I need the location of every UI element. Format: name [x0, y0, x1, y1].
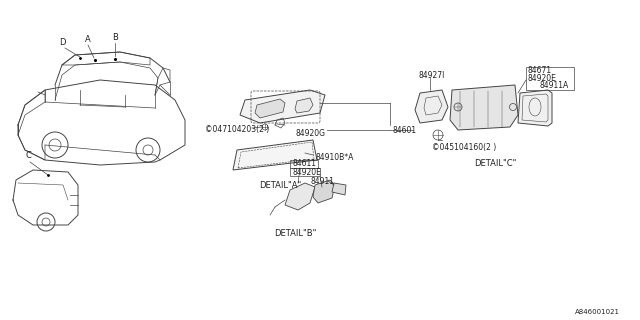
- Text: A: A: [85, 35, 91, 44]
- Bar: [290, 168, 320, 176]
- Text: A846001021: A846001021: [575, 309, 620, 315]
- Text: ©045104160(2 ): ©045104160(2 ): [432, 142, 496, 151]
- Polygon shape: [295, 98, 313, 113]
- Text: 84911: 84911: [310, 177, 334, 186]
- Text: 84927I: 84927I: [418, 70, 444, 79]
- Text: DETAIL"B": DETAIL"B": [274, 228, 316, 237]
- Polygon shape: [450, 85, 518, 130]
- Polygon shape: [415, 90, 448, 123]
- Text: 84611: 84611: [292, 158, 316, 167]
- Text: 84601: 84601: [392, 125, 416, 134]
- Text: 84920E: 84920E: [292, 167, 321, 177]
- Text: 84910B*A: 84910B*A: [315, 153, 353, 162]
- Text: DETAIL"A": DETAIL"A": [259, 180, 301, 189]
- Polygon shape: [240, 90, 325, 123]
- Polygon shape: [332, 183, 346, 195]
- Polygon shape: [233, 140, 317, 170]
- Text: DETAIL"C": DETAIL"C": [474, 158, 516, 167]
- Text: 84911A: 84911A: [540, 81, 569, 90]
- Text: C: C: [25, 151, 31, 160]
- Text: 84671: 84671: [528, 66, 552, 75]
- Text: ©047104203(2 ): ©047104203(2 ): [205, 124, 269, 133]
- Text: 84920E: 84920E: [528, 74, 557, 83]
- Polygon shape: [255, 99, 285, 118]
- Bar: [290, 160, 318, 168]
- Text: D: D: [59, 38, 65, 47]
- Text: B: B: [112, 33, 118, 42]
- Polygon shape: [285, 183, 315, 210]
- Bar: [526, 67, 574, 90]
- Text: 84920G: 84920G: [295, 129, 325, 138]
- Polygon shape: [518, 90, 552, 126]
- Polygon shape: [313, 180, 335, 203]
